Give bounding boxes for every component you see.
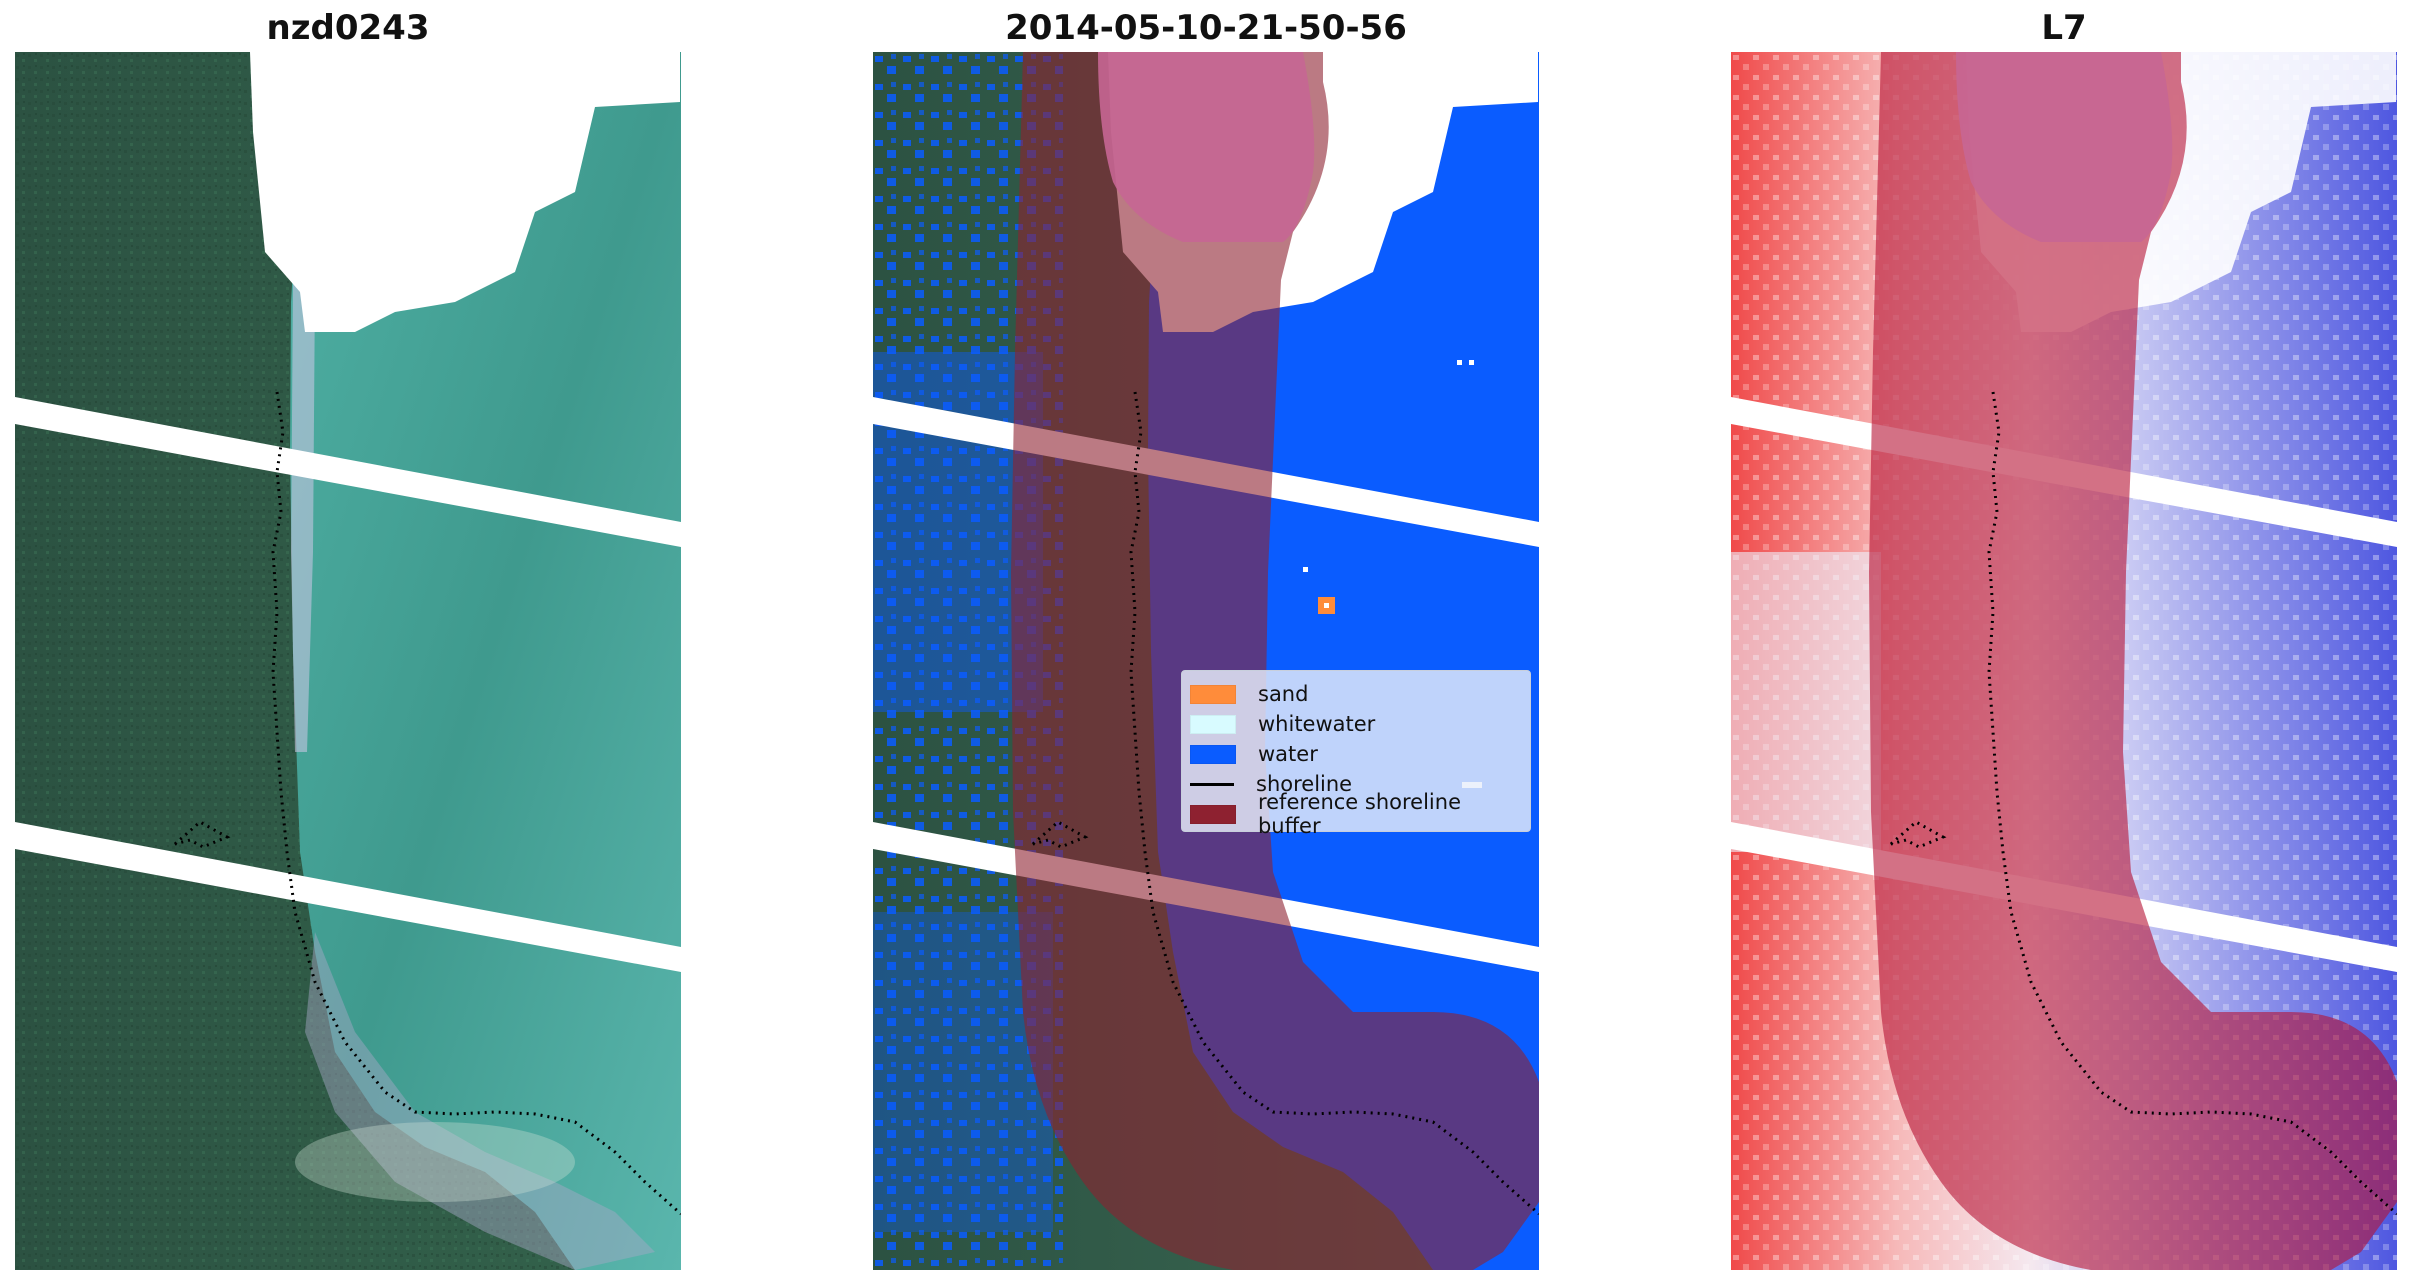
cloud-mask-gap bbox=[250, 52, 680, 332]
panel-title-satellite: L7 bbox=[2041, 8, 2087, 48]
legend-item-sand: sand bbox=[1190, 681, 1308, 707]
shoreline bbox=[1129, 391, 1539, 1216]
surf-zone bbox=[291, 282, 315, 752]
legend-item-shoreline: shoreline bbox=[1190, 771, 1352, 797]
legend-label: whitewater bbox=[1258, 712, 1376, 736]
legend-item-buffer: reference shoreline buffer bbox=[1190, 790, 1530, 838]
reference-shoreline-buffer bbox=[1869, 52, 2397, 1270]
shoreline bbox=[1987, 391, 2397, 1216]
sand-swatch bbox=[1190, 684, 1236, 704]
water-swatch bbox=[1190, 744, 1236, 764]
legend-label: sand bbox=[1258, 682, 1309, 706]
panel-title-image: nzd0243 bbox=[266, 8, 430, 48]
rgb-image bbox=[15, 52, 681, 1270]
index-image bbox=[1731, 52, 2397, 1270]
legend: sand whitewater water shoreline referenc… bbox=[1181, 670, 1531, 838]
shoreline-line-icon bbox=[1190, 782, 1234, 786]
legend-label: water bbox=[1258, 742, 1318, 766]
scan-line-gap bbox=[15, 397, 681, 547]
legend-item-water: water bbox=[1190, 741, 1318, 767]
classified-image-panel bbox=[873, 52, 1539, 1270]
scan-line-gap bbox=[15, 822, 681, 972]
water-area bbox=[290, 52, 681, 1270]
whitewater-swatch bbox=[1190, 714, 1236, 734]
reference-shoreline-buffer bbox=[1011, 52, 1539, 1270]
panel-title-date: 2014-05-10-21-50-56 bbox=[1005, 8, 1407, 48]
legend-item-whitewater: whitewater bbox=[1190, 711, 1375, 737]
buffer-cap bbox=[1098, 52, 1315, 242]
index-image-panel bbox=[1731, 52, 2397, 1270]
buffer-swatch bbox=[1190, 804, 1236, 824]
legend-label: reference shoreline buffer bbox=[1257, 790, 1461, 838]
classified-image bbox=[873, 52, 1539, 1270]
shoreline bbox=[271, 391, 681, 1216]
legend-label: shoreline bbox=[1256, 772, 1353, 796]
rgb-image-panel bbox=[15, 52, 681, 1270]
